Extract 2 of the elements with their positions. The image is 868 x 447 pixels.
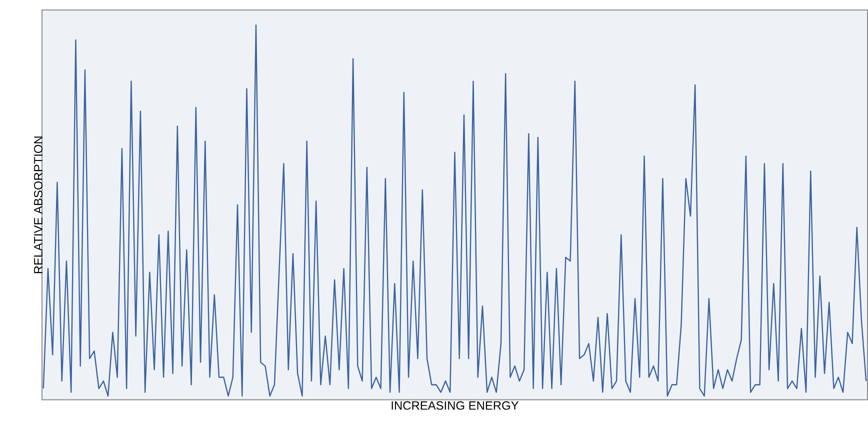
- y-axis-title: RELATIVE ABSORPTION: [34, 136, 42, 274]
- x-axis-title: INCREASING ENERGY: [392, 401, 519, 410]
